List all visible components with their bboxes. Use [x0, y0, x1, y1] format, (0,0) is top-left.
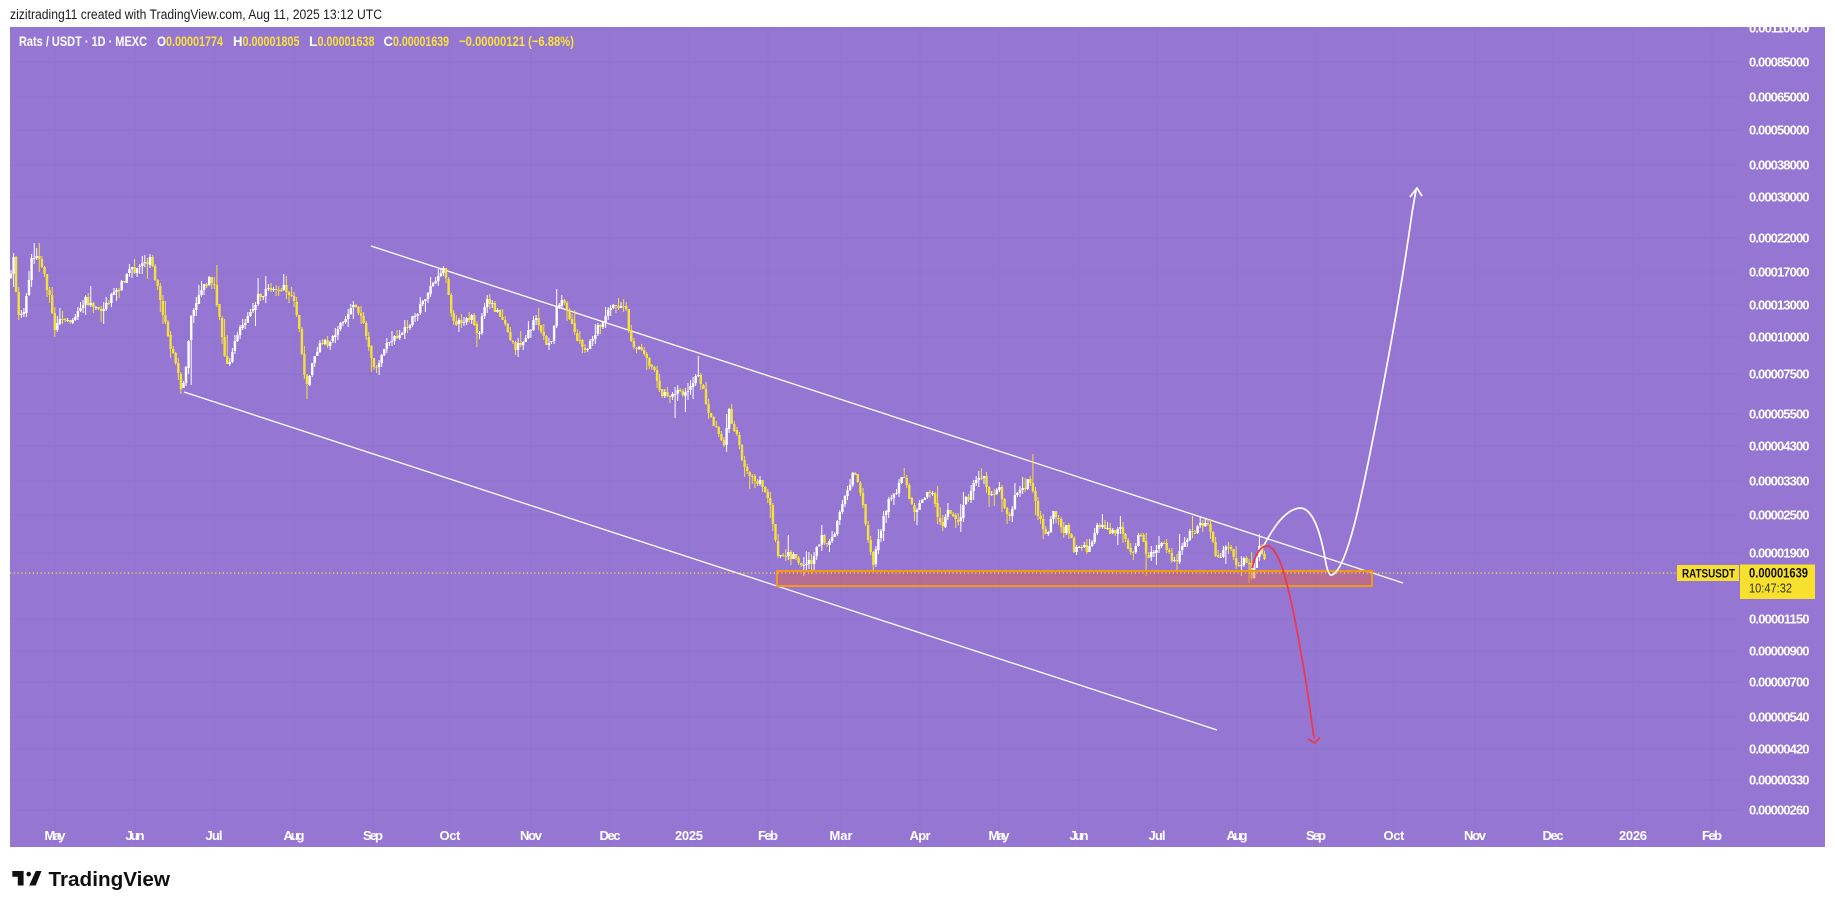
- svg-text:0.00001639: 0.00001639: [1749, 566, 1808, 581]
- svg-text:0.00003300: 0.00003300: [1749, 474, 1810, 489]
- svg-text:0.00038000: 0.00038000: [1749, 158, 1810, 173]
- svg-text:10:47:32: 10:47:32: [1749, 581, 1792, 595]
- svg-text:0.00085000: 0.00085000: [1749, 55, 1810, 70]
- svg-text:0.00050000: 0.00050000: [1749, 123, 1810, 138]
- svg-text:0.00000700: 0.00000700: [1749, 675, 1810, 690]
- svg-text:0.00001900: 0.00001900: [1749, 546, 1810, 561]
- svg-text:0.00110000: 0.00110000: [1749, 21, 1810, 36]
- svg-text:0.00007500: 0.00007500: [1749, 367, 1810, 382]
- svg-text:Sep: Sep: [1306, 828, 1326, 843]
- svg-text:Jul: Jul: [206, 828, 223, 843]
- svg-text:Sep: Sep: [363, 828, 383, 843]
- svg-text:0.00004300: 0.00004300: [1749, 439, 1810, 454]
- svg-text:Mar: Mar: [830, 828, 853, 843]
- svg-text:0.00013000: 0.00013000: [1749, 298, 1810, 313]
- svg-text:0.00001150: 0.00001150: [1749, 612, 1810, 627]
- svg-text:0.00002500: 0.00002500: [1749, 508, 1810, 523]
- svg-text:Jun: Jun: [126, 828, 145, 843]
- svg-text:Nov: Nov: [1464, 828, 1487, 843]
- svg-text:0.00005500: 0.00005500: [1749, 407, 1810, 422]
- svg-text:May: May: [45, 828, 67, 843]
- svg-text:RATSUSDT: RATSUSDT: [1682, 567, 1736, 581]
- svg-text:Feb: Feb: [758, 828, 778, 843]
- svg-text:May: May: [989, 828, 1011, 843]
- svg-text:Oct: Oct: [440, 828, 462, 843]
- svg-text:0.00001805: 0.00001805: [243, 33, 300, 49]
- svg-text:Rats / USDT · 1D · MEXC: Rats / USDT · 1D · MEXC: [19, 33, 147, 49]
- svg-text:0.00000260: 0.00000260: [1749, 803, 1810, 818]
- svg-text:0.00017000: 0.00017000: [1749, 265, 1810, 280]
- svg-text:zizitrading11 created with Tra: zizitrading11 created with TradingView.c…: [10, 7, 382, 22]
- svg-text:C: C: [384, 33, 394, 49]
- svg-text:Jun: Jun: [1070, 828, 1089, 843]
- svg-text:0.00000900: 0.00000900: [1749, 644, 1810, 659]
- svg-text:2026: 2026: [1619, 828, 1647, 843]
- svg-text:2025: 2025: [675, 828, 703, 843]
- svg-text:Dec: Dec: [1543, 828, 1564, 843]
- svg-text:Nov: Nov: [520, 828, 543, 843]
- svg-text:−0.00000121 (−6.88%): −0.00000121 (−6.88%): [459, 33, 574, 49]
- svg-text:0.00000330: 0.00000330: [1749, 773, 1810, 788]
- svg-text:Jul: Jul: [1149, 828, 1166, 843]
- svg-text:0.00010000: 0.00010000: [1749, 330, 1810, 345]
- svg-text:Dec: Dec: [600, 828, 621, 843]
- svg-text:0.00001639: 0.00001639: [393, 33, 449, 49]
- svg-text:Apr: Apr: [910, 828, 931, 843]
- svg-text:0.00030000: 0.00030000: [1749, 190, 1810, 205]
- svg-text:Feb: Feb: [1702, 828, 1722, 843]
- svg-text:H: H: [233, 33, 243, 49]
- svg-text:0.00022000: 0.00022000: [1749, 231, 1810, 246]
- svg-text:Aug: Aug: [1227, 828, 1248, 843]
- svg-text:TradingView: TradingView: [49, 868, 171, 891]
- svg-text:L: L: [309, 33, 318, 49]
- svg-text:0.00000420: 0.00000420: [1749, 742, 1810, 757]
- svg-text:Aug: Aug: [284, 828, 305, 843]
- svg-text:O: O: [157, 33, 166, 49]
- svg-text:0.00001638: 0.00001638: [318, 33, 375, 49]
- svg-text:0.00001774: 0.00001774: [166, 33, 223, 49]
- svg-text:0.00065000: 0.00065000: [1749, 90, 1810, 105]
- svg-text:Oct: Oct: [1384, 828, 1406, 843]
- svg-text:0.00000540: 0.00000540: [1749, 710, 1810, 725]
